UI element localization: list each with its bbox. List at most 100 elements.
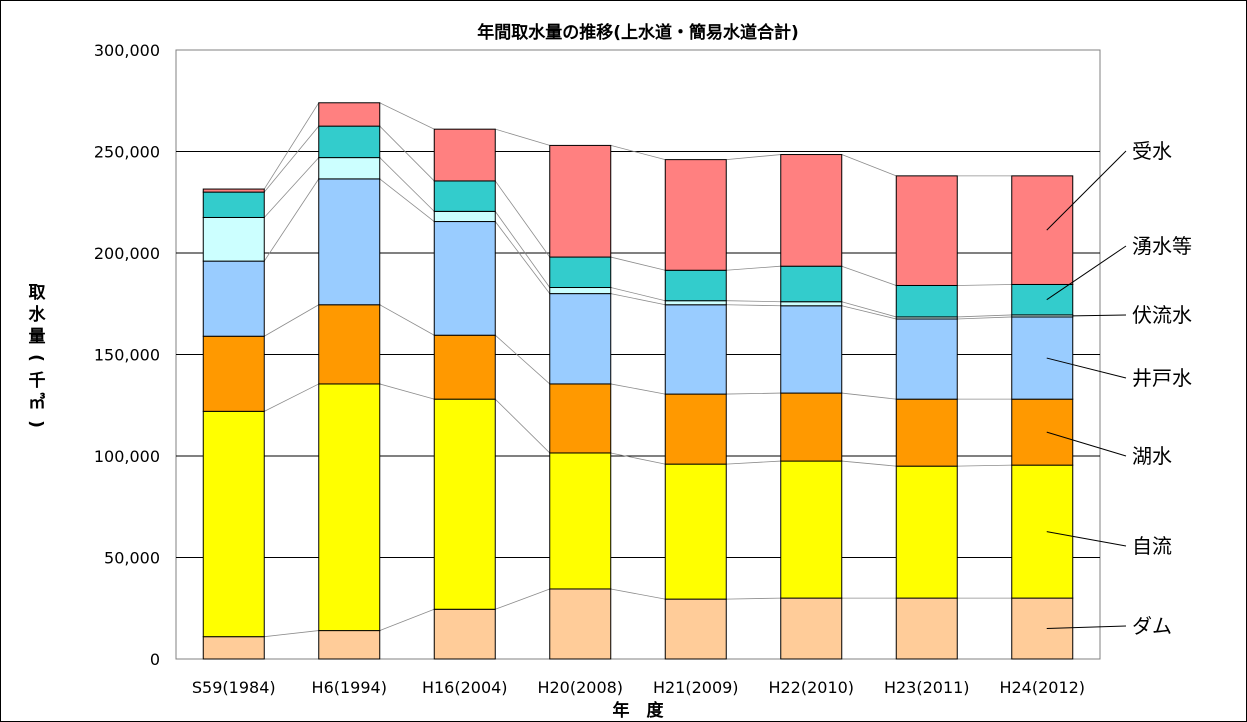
bar-segment (895, 175, 958, 286)
bar-segment (895, 284, 958, 318)
x-axis-label: 年 度 (613, 700, 665, 721)
bar-segment (780, 305, 843, 394)
series-line (494, 211, 551, 288)
series-line (494, 180, 551, 258)
y-axis-label-char: ㎥ (29, 392, 46, 413)
series-line (495, 128, 550, 146)
series-line (263, 125, 320, 193)
series-line (379, 125, 435, 182)
bar-segment (549, 452, 612, 590)
legend-leader-line (1046, 357, 1127, 379)
chart-title: 年間取水量の推移(上水道・簡易水道合計) (477, 22, 799, 43)
legend-leader-line (1046, 431, 1127, 457)
bar-segment (1011, 597, 1074, 660)
series-connector-lines (263, 102, 1012, 638)
bar-segment (664, 269, 727, 302)
series-line (726, 300, 781, 303)
bar-segment (664, 598, 727, 660)
bar-segment (549, 293, 612, 385)
legend-label: 井戸水 (1132, 366, 1192, 390)
legend-label: ダム (1132, 614, 1172, 638)
bar-segment (318, 383, 381, 632)
series-line (264, 630, 319, 638)
series-line (610, 293, 666, 306)
bar-segment (202, 216, 265, 262)
bar-segment (664, 300, 727, 306)
series-line (610, 287, 666, 302)
series-line (726, 304, 781, 307)
bar-segment (780, 265, 843, 303)
bar-segment (664, 393, 727, 465)
series-line (263, 178, 320, 262)
series-line (726, 154, 781, 161)
series-line (841, 265, 897, 286)
x-tick-label: H20(2008) (537, 678, 623, 697)
x-tick-label: H6(1994) (312, 678, 387, 697)
series-line (379, 178, 435, 222)
legend-leader-line (1046, 150, 1127, 231)
bar-segment (895, 398, 958, 467)
series-line (726, 392, 781, 395)
series-line (610, 452, 666, 465)
bar-segment (549, 256, 612, 289)
series-line (610, 383, 666, 395)
x-axis-ticks: S59(1984) H6(1994) H16(2004) H20(2008) H21(2… (192, 678, 1085, 697)
bars (202, 102, 1074, 660)
y-axis-label-char: 水 (29, 304, 47, 325)
y-tick-label: 0 (150, 650, 160, 669)
legend-label: 受水 (1132, 139, 1172, 163)
y-tick-label: 100,000 (94, 447, 160, 466)
bar-segment (202, 636, 265, 660)
y-tick-label: 50,000 (104, 549, 160, 568)
series-line (379, 383, 435, 400)
series-line (495, 588, 550, 610)
bar-segment (433, 210, 496, 223)
bar-segment (895, 597, 958, 660)
y-tick-label: 150,000 (94, 346, 160, 365)
bar-segment (664, 159, 727, 271)
bar-segment (780, 301, 843, 307)
bar-segment (433, 128, 496, 182)
x-tick-label: H24(2012) (999, 678, 1085, 697)
bar-segment (895, 465, 958, 599)
series-line (610, 256, 666, 271)
legend-label: 自流 (1132, 534, 1172, 558)
y-axis-label-char: ) (26, 420, 46, 428)
series-line (957, 314, 1012, 318)
y-axis-label-char: ( (26, 354, 46, 362)
bar-segment (549, 383, 612, 454)
bar-segment (780, 154, 843, 267)
bar-segment (202, 335, 265, 412)
x-tick-label: H16(2004) (422, 678, 508, 697)
series-line (841, 460, 897, 467)
series-line (841, 154, 897, 177)
bar-segment (318, 125, 381, 159)
x-tick-label: H21(2009) (653, 678, 739, 697)
legend-label: 湖水 (1132, 444, 1172, 468)
series-line (264, 304, 319, 337)
series-line (263, 102, 320, 190)
y-tick-label: 300,000 (94, 41, 160, 60)
bar-segment (549, 588, 612, 660)
bar-segment (1011, 283, 1074, 316)
series-line (379, 304, 435, 336)
series-line (263, 157, 320, 218)
bar-segment (664, 463, 727, 600)
y-axis-label: 取水量 (千㎥) (26, 283, 47, 428)
series-line (494, 334, 551, 385)
series-line (610, 588, 666, 600)
bar-segment (202, 191, 265, 218)
series-line (726, 460, 781, 465)
series-line (957, 316, 1012, 320)
y-axis-label-char: 量 (29, 326, 46, 347)
y-axis-ticks: 0 50,000 100,000 150,000 200,000 250,000 300,0… (94, 41, 160, 669)
bar-segment (780, 392, 843, 462)
bar-segment (780, 597, 843, 660)
bar-segment (318, 157, 381, 180)
y-axis-label-char: 千 (29, 371, 46, 391)
y-tick-label: 200,000 (94, 244, 160, 263)
series-line (841, 305, 897, 320)
bar-segment (1011, 464, 1074, 599)
